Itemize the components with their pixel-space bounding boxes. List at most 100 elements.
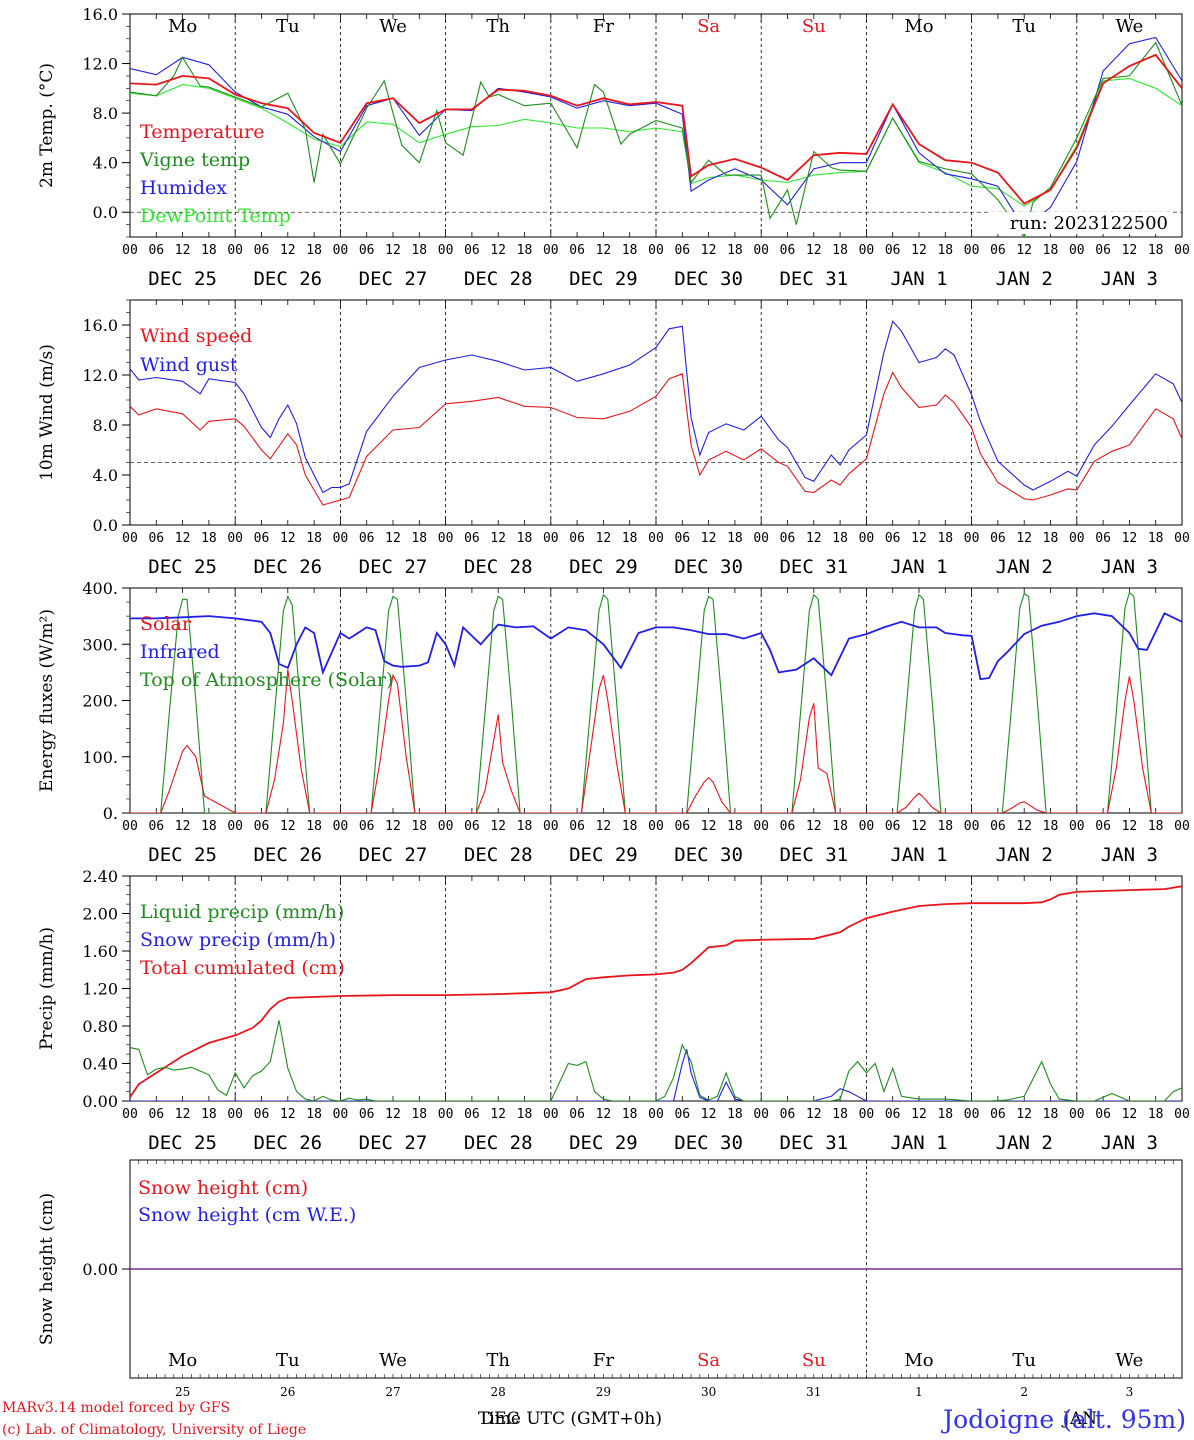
hour-tick-label: 06 bbox=[148, 1107, 164, 1122]
xaxis-title-overlap: DEC bbox=[480, 1409, 519, 1429]
hour-tick-label: 00 bbox=[122, 531, 138, 546]
hour-tick-label: 00 bbox=[1069, 819, 1085, 834]
hour-tick-label: 00 bbox=[753, 531, 769, 546]
series-line-temperature bbox=[130, 53, 1182, 205]
hour-tick-label: 00 bbox=[543, 243, 559, 258]
legend-entry: Top of Atmosphere (Solar) bbox=[140, 669, 393, 691]
hour-tick-label: 18 bbox=[306, 819, 322, 834]
hour-tick-label: 12 bbox=[911, 531, 927, 546]
plot-frame bbox=[129, 299, 1183, 526]
hour-tick-label: 12 bbox=[490, 819, 506, 834]
hour-tick-label: 18 bbox=[517, 531, 533, 546]
hour-tick-label: 12 bbox=[490, 531, 506, 546]
hour-tick-label: 06 bbox=[885, 243, 901, 258]
hour-tick-label: 18 bbox=[937, 531, 953, 546]
hour-tick-label: 18 bbox=[727, 819, 743, 834]
hour-tick-label: 00 bbox=[1069, 531, 1085, 546]
hour-tick-label: 12 bbox=[806, 531, 822, 546]
weekday-label: Fr bbox=[593, 16, 614, 37]
series-line-humidex bbox=[130, 36, 1182, 230]
hour-tick-label: 12 bbox=[385, 243, 401, 258]
date-label: DEC 29 bbox=[569, 844, 638, 866]
hour-tick-label: 06 bbox=[990, 531, 1006, 546]
series-line-solar bbox=[130, 669, 1182, 813]
date-label: DEC 30 bbox=[674, 1132, 743, 1154]
legend-entry: Temperature bbox=[140, 121, 264, 143]
xaxis-title-overlap-jan: JAN bbox=[1061, 1409, 1097, 1429]
hour-tick-label: 00 bbox=[1174, 243, 1190, 258]
legend-entry: Snow height (cm W.E.) bbox=[138, 1204, 356, 1226]
weekday-label: Su bbox=[802, 16, 826, 37]
hour-tick-label: 06 bbox=[674, 1107, 690, 1122]
hour-tick-label: 12 bbox=[1122, 819, 1138, 834]
hour-tick-label: 18 bbox=[306, 531, 322, 546]
hour-tick-label: 00 bbox=[648, 1107, 664, 1122]
hour-tick-label: 06 bbox=[990, 819, 1006, 834]
hour-tick-label: 06 bbox=[1095, 243, 1111, 258]
weekday-label: Su bbox=[802, 1350, 826, 1371]
date-label: JAN 1 bbox=[890, 1132, 947, 1154]
hour-tick-label: 12 bbox=[385, 1107, 401, 1122]
y-tick-label: 0.80 bbox=[82, 1017, 118, 1036]
hour-tick-label: 12 bbox=[1016, 819, 1032, 834]
day-number-label: 26 bbox=[280, 1385, 295, 1399]
weekday-label: Th bbox=[486, 16, 510, 37]
hour-tick-label: 18 bbox=[937, 819, 953, 834]
hour-tick-label: 00 bbox=[648, 819, 664, 834]
hour-tick-label: 18 bbox=[832, 531, 848, 546]
legend-entry: Snow height (cm) bbox=[138, 1177, 308, 1199]
hour-tick-label: 12 bbox=[1016, 1107, 1032, 1122]
hour-tick-label: 12 bbox=[280, 819, 296, 834]
date-label: DEC 25 bbox=[148, 556, 217, 578]
hour-tick-label: 00 bbox=[333, 531, 349, 546]
chart-panel-1: 0.0 4.0 8.0 12.0 16.0 2m Temp. (°C) Temperatur… bbox=[37, 5, 1190, 290]
hour-tick-label: 00 bbox=[543, 1107, 559, 1122]
weekday-label: We bbox=[1116, 1350, 1144, 1371]
series-line-infrared bbox=[130, 612, 1182, 681]
hour-tick-label: 06 bbox=[569, 819, 585, 834]
series-line-vigne-temp bbox=[130, 41, 1182, 237]
hour-tick-label: 18 bbox=[517, 1107, 533, 1122]
day-number-label: 28 bbox=[491, 1385, 506, 1399]
legend-entry: Snow precip (mm/h) bbox=[140, 929, 336, 951]
hour-tick-label: 00 bbox=[753, 243, 769, 258]
y-axis-label: Snow height (cm) bbox=[37, 1193, 57, 1345]
date-label: DEC 27 bbox=[359, 844, 428, 866]
y-tick-label: 1.60 bbox=[82, 942, 118, 961]
hour-tick-label: 12 bbox=[806, 243, 822, 258]
chart-panel-2: 0.0 4.0 8.0 12.0 16.0 10m Wind (m/s) Wind spee… bbox=[37, 299, 1190, 578]
hour-tick-label: 12 bbox=[175, 1107, 191, 1122]
date-label: DEC 31 bbox=[779, 844, 848, 866]
date-label: DEC 29 bbox=[569, 268, 638, 290]
hour-tick-label: 18 bbox=[622, 243, 638, 258]
hour-tick-label: 18 bbox=[832, 1107, 848, 1122]
y-axis-label: 2m Temp. (°C) bbox=[37, 63, 57, 188]
hour-tick-label: 06 bbox=[780, 243, 796, 258]
hour-tick-label: 12 bbox=[701, 243, 717, 258]
date-label: JAN 1 bbox=[890, 556, 947, 578]
hour-tick-label: 12 bbox=[1122, 243, 1138, 258]
hour-tick-label: 06 bbox=[148, 531, 164, 546]
hour-tick-label: 06 bbox=[359, 243, 375, 258]
hour-tick-label: 06 bbox=[464, 243, 480, 258]
hour-tick-label: 00 bbox=[227, 243, 243, 258]
weekday-label: We bbox=[379, 16, 407, 37]
footer-lab: (c) Lab. of Climatology, University of L… bbox=[2, 1422, 306, 1438]
station-title: Jodoigne (alt. 95m) bbox=[940, 1405, 1186, 1434]
date-label: JAN 3 bbox=[1101, 556, 1158, 578]
date-label: DEC 31 bbox=[779, 268, 848, 290]
date-label: DEC 25 bbox=[148, 844, 217, 866]
hour-tick-label: 12 bbox=[806, 819, 822, 834]
y-axis-label: 10m Wind (m/s) bbox=[37, 344, 57, 481]
hour-tick-label: 12 bbox=[1122, 1107, 1138, 1122]
series-line-dewpoint-temp bbox=[130, 77, 1182, 207]
hour-tick-label: 06 bbox=[359, 531, 375, 546]
hour-tick-label: 00 bbox=[1174, 1107, 1190, 1122]
hour-tick-label: 18 bbox=[1043, 819, 1059, 834]
annotation-bg bbox=[990, 212, 1170, 234]
legend-entry: Vigne temp bbox=[139, 149, 250, 171]
hour-tick-label: 06 bbox=[780, 1107, 796, 1122]
hour-tick-label: 00 bbox=[1069, 1107, 1085, 1122]
y-axis-label: Energy fluxes (W/m²) bbox=[37, 609, 57, 792]
hour-tick-label: 18 bbox=[306, 1107, 322, 1122]
